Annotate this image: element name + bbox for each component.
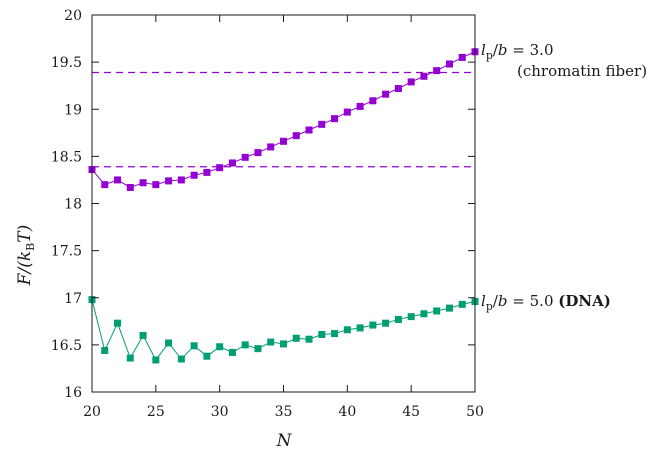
series-1-point [445,60,453,68]
series-2-point [126,354,134,362]
x-tick-label: 20 [83,404,101,420]
series-1-point [394,85,402,93]
series-1-point [177,176,185,184]
series-2-point [114,319,122,327]
series-2-point [356,324,364,332]
series-1-point [228,159,236,167]
series-2-point [343,326,351,334]
series-2-point [228,348,236,356]
series-1-point [101,181,109,189]
series-2-point [458,300,466,308]
y-axis-label: F/(kBT) [15,225,37,287]
series-2-point [433,307,441,315]
series-1-point [241,153,249,161]
series-2-point [292,334,300,342]
x-tick-label: 50 [466,404,484,420]
series-1-point [152,181,160,189]
series-2-point [241,341,249,349]
series-2-point [369,321,377,329]
series-1-point [139,179,147,187]
series-2-point [420,310,428,318]
series-1-point [267,143,275,151]
series-2-line [91,299,476,361]
series-1-point [190,171,198,179]
series-1-point [343,108,351,116]
series-2-point [165,339,173,347]
series-1-subannotation: (chromatin fiber) [517,62,647,80]
series-1-point [216,164,224,172]
series-1-point [165,177,173,185]
series-2-point [305,335,313,343]
series-1-point [407,78,415,86]
series-2-point [394,315,402,323]
x-tick-label: 30 [211,404,229,420]
x-tick-label: 35 [275,404,293,420]
series-1-point [305,126,313,134]
axis-ticks [91,14,476,393]
series-1-point [356,102,364,110]
y-tick-label: 17 [64,291,82,307]
series-1-point [433,67,441,75]
series-2-point [445,304,453,312]
series-2-point [216,343,224,351]
series-2-point [280,340,287,348]
series-2-point [139,331,147,339]
y-tick-label: 16 [64,385,82,401]
series-1 [88,48,479,191]
series-2-point [407,313,415,321]
series-2-annotation: lp/b = 5.0 (DNA) [481,292,611,313]
x-tick-label: 40 [338,404,356,420]
series-1-point [203,168,211,176]
series-2-point [203,352,211,360]
series-1-point [369,97,377,105]
series-1-point [254,149,262,157]
series-2-point [267,338,275,346]
series-2-point [331,330,339,338]
series-1-point [331,115,339,123]
series-1-annotation: lp/b = 3.0 [481,41,554,62]
y-tick-label: 19 [64,102,82,118]
series-2-point [101,347,109,355]
series-1-point [126,183,134,191]
reference-lines [92,71,475,168]
x-axis-label: N [276,431,293,451]
series-layer [88,48,479,364]
series-1-point [382,90,390,98]
y-tick-label: 18 [64,197,82,213]
series-2-point [254,345,262,353]
series-1-point [318,120,326,128]
series-1-point [280,137,287,145]
axis-tick-labels: 20 25 30 35 40 45 50 16 16.5 17 17.5 18 18.5 19 19.5 20 [51,8,484,420]
series-2-point [177,355,185,363]
y-tick-label: 20 [64,8,82,24]
series-1-point [292,132,300,140]
x-tick-label: 25 [147,404,165,420]
y-tick-label: 16.5 [51,338,82,354]
series-2-point [190,342,198,350]
series-2-point [382,319,390,327]
series-2-point [318,331,326,339]
series-1-point [114,176,122,184]
y-tick-label: 19.5 [51,55,82,71]
series-1-point [458,53,466,61]
series-2-point [152,356,160,364]
x-tick-label: 45 [402,404,420,420]
series-2 [88,296,479,364]
series-1-point [420,72,428,80]
y-tick-label: 17.5 [51,244,82,260]
plot-frame [91,14,476,393]
y-tick-label: 18.5 [51,149,82,165]
